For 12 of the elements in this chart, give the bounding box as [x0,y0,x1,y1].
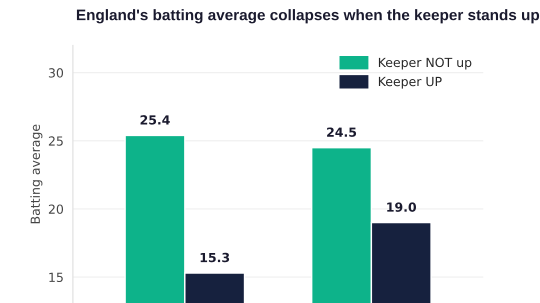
legend-label: Keeper NOT up [378,58,472,70]
chart-title: England's batting average collapses when the keeper stands up [76,9,540,24]
y-tick-label: 20 [48,204,64,214]
text: 15.3 [200,252,230,262]
text: 25.4 [140,115,170,125]
y-tick-label: 25 [48,136,63,146]
y-axis-title: Batting average [30,124,42,224]
text: 24.5 [327,127,356,137]
legend-label: Keeper UP [378,76,442,89]
y-tick-label: 30 [48,68,64,78]
text: 19.0 [387,202,416,212]
y-tick-label: 15 [49,272,63,282]
